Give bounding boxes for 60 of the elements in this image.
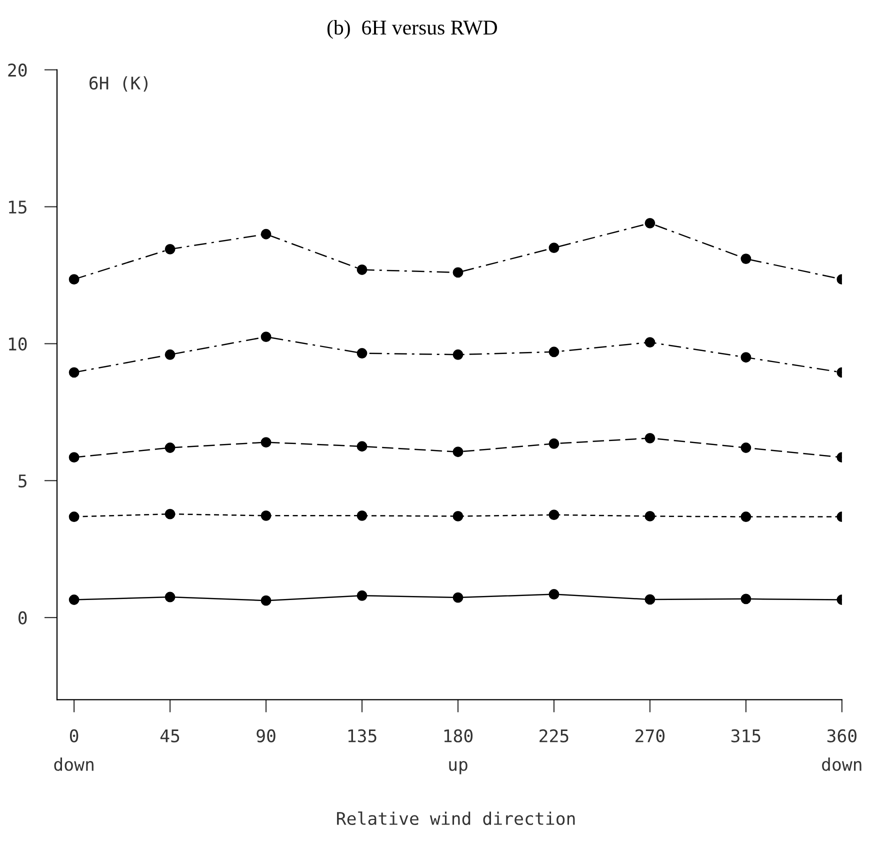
point bbox=[68, 367, 80, 378]
point bbox=[356, 590, 368, 601]
point bbox=[260, 595, 272, 606]
point bbox=[356, 441, 368, 452]
point bbox=[356, 264, 368, 275]
text: up bbox=[449, 760, 468, 774]
point bbox=[68, 594, 80, 605]
point bbox=[548, 589, 560, 600]
point bbox=[644, 218, 656, 228]
point bbox=[68, 274, 80, 285]
x-axis-title: Relative wind direction bbox=[337, 812, 575, 826]
point bbox=[260, 437, 272, 448]
x-tick-label: 45 bbox=[160, 730, 180, 742]
point bbox=[740, 254, 752, 264]
point bbox=[740, 352, 752, 363]
point bbox=[740, 442, 752, 453]
x-tick-label: 225 bbox=[540, 729, 568, 742]
point bbox=[164, 349, 176, 360]
x-tick-label: 270 bbox=[636, 729, 665, 742]
y-tick-label: 0 bbox=[18, 611, 27, 624]
point bbox=[260, 332, 272, 342]
y-tick-label: 10 bbox=[9, 337, 27, 351]
point bbox=[644, 432, 656, 444]
point bbox=[452, 511, 464, 522]
point bbox=[356, 348, 368, 358]
text: down bbox=[822, 757, 862, 771]
point bbox=[260, 510, 272, 521]
x-tick-label: 180 bbox=[444, 729, 473, 742]
point bbox=[356, 510, 368, 521]
y-tick-label: 20 bbox=[8, 64, 27, 77]
y-tick-label: 5 bbox=[18, 474, 26, 488]
x-tick-label: 360 bbox=[827, 729, 856, 742]
point bbox=[452, 592, 464, 603]
point bbox=[644, 337, 656, 348]
point bbox=[452, 349, 464, 360]
point bbox=[548, 438, 560, 449]
point bbox=[68, 512, 80, 522]
x-tick-label: 135 bbox=[348, 729, 376, 742]
y-axis-title: 6H (K) bbox=[90, 76, 148, 92]
point bbox=[164, 442, 176, 453]
text: down bbox=[54, 757, 94, 771]
point bbox=[740, 512, 752, 522]
point bbox=[68, 452, 80, 463]
point bbox=[548, 510, 560, 520]
point bbox=[548, 346, 560, 358]
y-tick-label: 15 bbox=[9, 200, 26, 214]
x-tick-label: 0 bbox=[70, 729, 78, 742]
point bbox=[164, 508, 176, 520]
x-tick-label: 315 bbox=[731, 729, 760, 742]
point bbox=[164, 592, 176, 602]
point bbox=[644, 594, 656, 605]
point bbox=[452, 267, 464, 278]
point bbox=[164, 244, 176, 254]
point bbox=[548, 242, 560, 254]
chart-title: (b) 6H versus RWD bbox=[327, 20, 497, 39]
x-tick-label: 90 bbox=[256, 729, 276, 742]
point bbox=[740, 594, 752, 604]
point bbox=[260, 228, 272, 240]
point bbox=[452, 446, 464, 458]
point bbox=[644, 511, 656, 522]
